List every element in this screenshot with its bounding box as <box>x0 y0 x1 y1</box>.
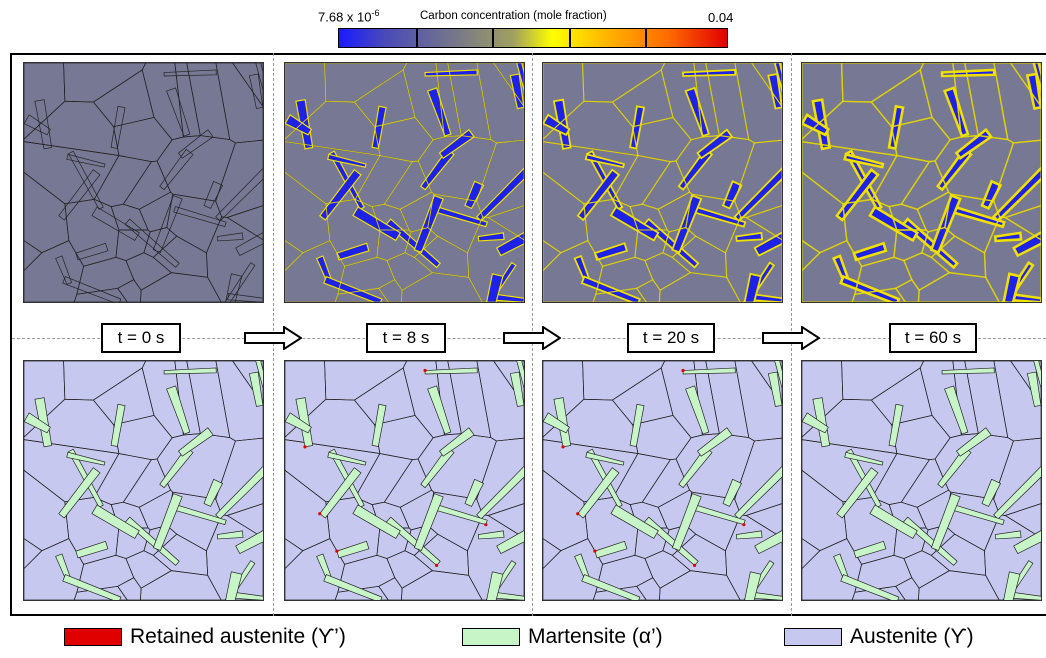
carbon-map-panel-t20 <box>542 62 783 303</box>
phase-map-panel-t20 <box>542 360 783 601</box>
legend-label-martensite: Martensite (α’) <box>528 625 663 648</box>
phase-map-panel-t0 <box>23 360 264 601</box>
time-arrow-icon <box>244 326 302 350</box>
legend-swatch-austenite <box>784 628 842 646</box>
figure-frame <box>10 53 1046 616</box>
time-label-2: t = 20 s <box>627 323 715 353</box>
time-label-3: t = 60 s <box>889 323 977 353</box>
microstructure-graphic <box>543 361 782 600</box>
microstructure-graphic <box>802 361 1041 600</box>
carbon-colorbar <box>338 28 728 48</box>
colorbar-min-label: 7.68 x 10-6 <box>318 8 380 25</box>
colorbar-title: Carbon concentration (mole fraction) <box>420 10 607 22</box>
phase-map-panel-t60 <box>801 360 1042 601</box>
legend-swatch-retained-austenite <box>64 628 122 646</box>
legend-label-retained-austenite: Retained austenite (ϒ’) <box>130 625 346 648</box>
legend-label-austenite: Austenite (ϒ) <box>850 625 974 648</box>
carbon-map-panel-t8 <box>284 62 525 303</box>
colorbar-max-label: 0.04 <box>708 10 734 25</box>
carbon-map-panel-t60 <box>801 62 1042 303</box>
carbon-map-panel-t0 <box>23 62 264 303</box>
time-arrow-icon <box>762 326 820 350</box>
time-label-0: t = 0 s <box>101 323 181 353</box>
microstructure-graphic <box>24 63 263 302</box>
microstructure-graphic <box>285 361 524 600</box>
microstructure-graphic <box>802 63 1041 302</box>
microstructure-graphic <box>285 63 524 302</box>
microstructure-graphic <box>24 361 263 600</box>
time-label-1: t = 8 s <box>366 323 446 353</box>
time-arrow-icon <box>503 326 561 350</box>
phase-map-panel-t8 <box>284 360 525 601</box>
microstructure-graphic <box>543 63 782 302</box>
legend-swatch-martensite <box>462 628 520 646</box>
